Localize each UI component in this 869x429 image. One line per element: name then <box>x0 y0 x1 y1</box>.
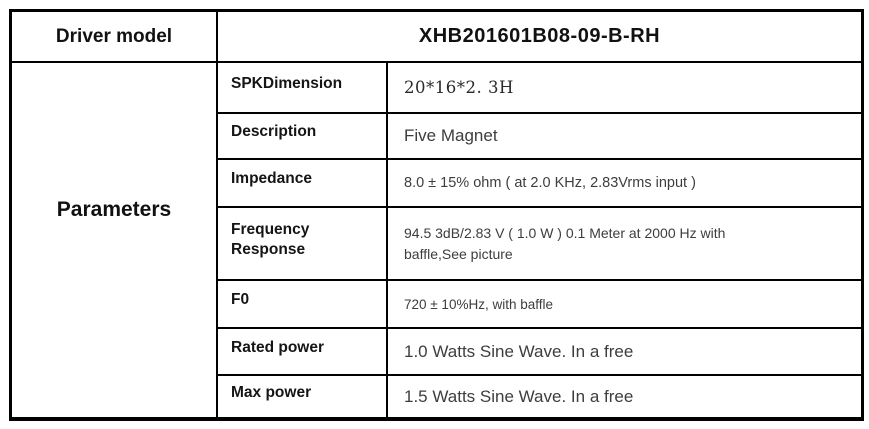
driver-spec-table: Driver model XHB201601B08-09-B-RH Parame… <box>9 9 864 421</box>
parameters-section-label: Parameters <box>12 63 218 417</box>
impedance-value: 8.0 ± 15% ohm ( at 2.0 KHz, 2.83Vrms inp… <box>388 160 861 208</box>
rated-power-value: 1.0 Watts Sine Wave. In a free <box>388 329 861 376</box>
f0-value: 720 ± 10%Hz, with baffle <box>388 281 861 329</box>
driver-model-value: XHB201601B08-09-B-RH <box>218 12 861 63</box>
rated-power-label: Rated power <box>218 329 388 376</box>
max-power-value: 1.5 Watts Sine Wave. In a free <box>404 386 634 406</box>
max-power-label: Max power <box>218 376 388 417</box>
driver-model-header-label: Driver model <box>12 12 218 63</box>
f0-label: F0 <box>218 281 388 329</box>
description-label: Description <box>218 114 388 160</box>
impedance-label: Impedance <box>218 160 388 208</box>
description-value: Five Magnet <box>388 114 861 160</box>
spk-dimension-value: 20*16*2. 3H <box>388 63 861 114</box>
frequency-response-value: 94.5 3dB/2.83 V ( 1.0 W ) 0.1 Meter at 2… <box>388 208 861 281</box>
spk-dimension-label: SPKDimension <box>218 63 388 114</box>
frequency-response-label: Frequency Response <box>218 208 388 281</box>
